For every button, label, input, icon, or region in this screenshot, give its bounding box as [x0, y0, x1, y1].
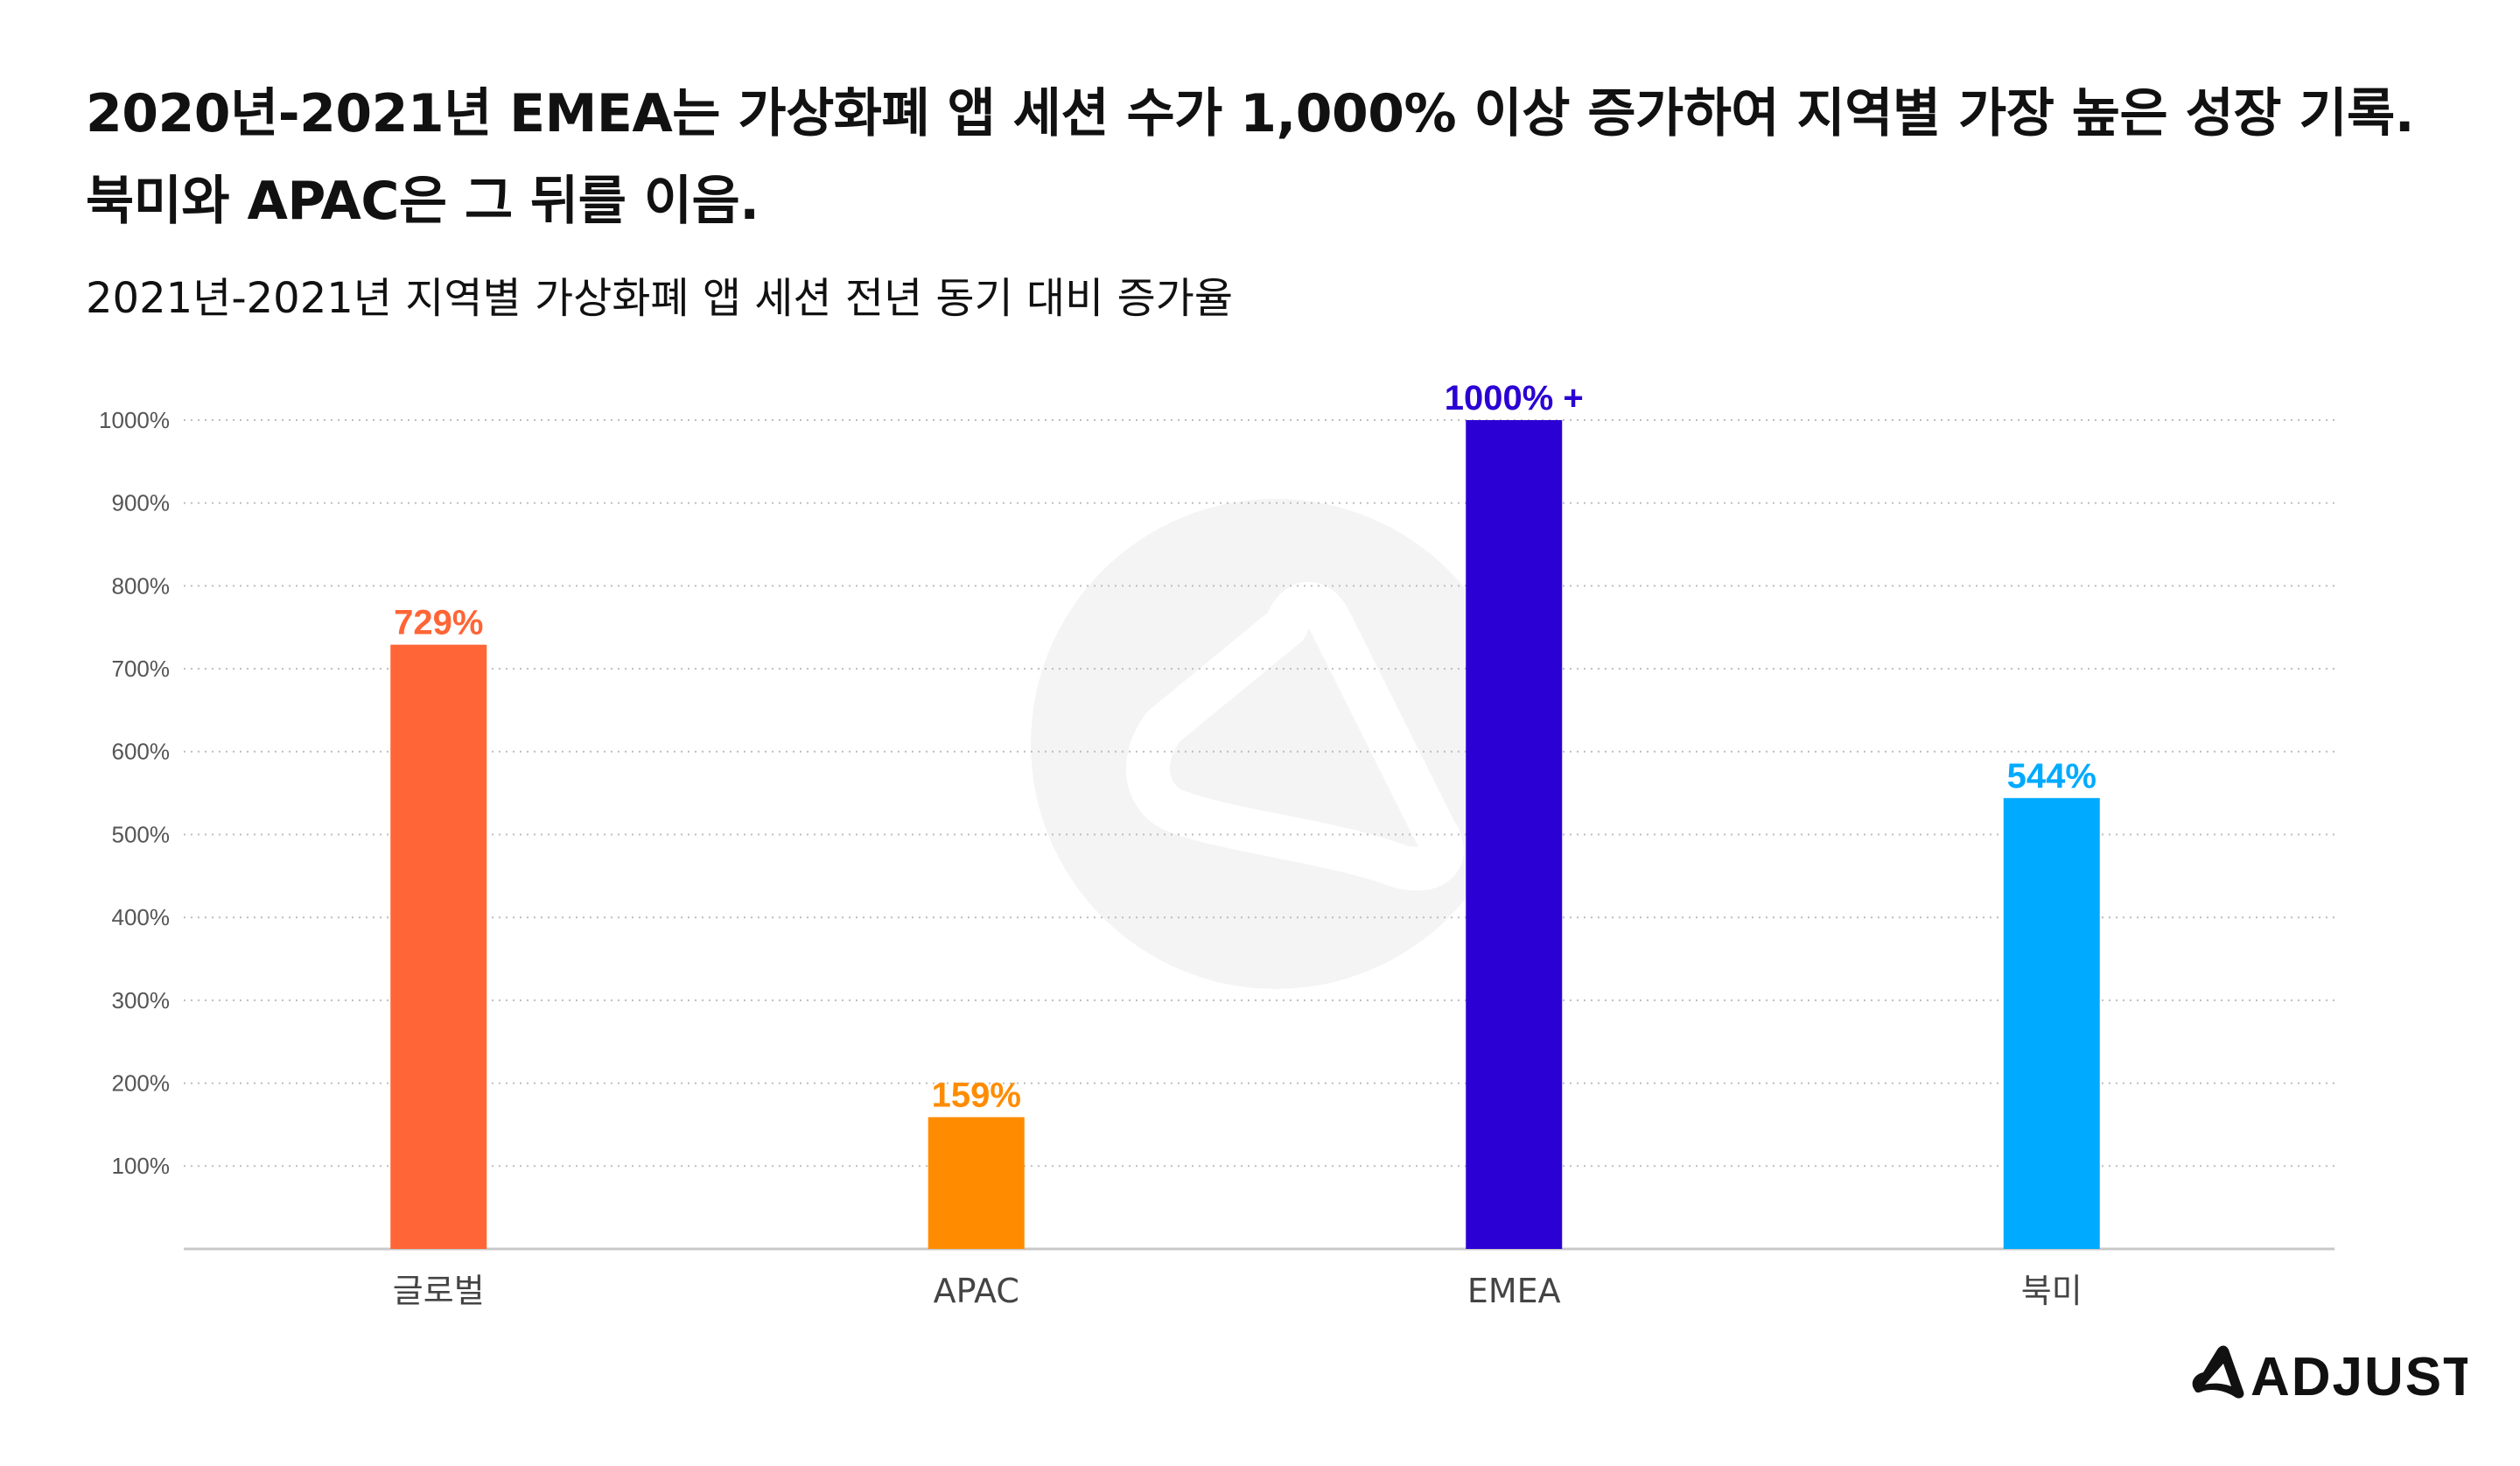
- bar-value-label: 729%: [394, 604, 483, 642]
- y-tick-label: 900%: [112, 490, 171, 516]
- x-tick-label: 글로벌: [393, 1272, 485, 1310]
- chart-headline: 2020년-2021년 EMEA는 가상화폐 앱 세션 수가 1,000% 이상…: [86, 70, 2448, 245]
- bar-value-label: 544%: [2007, 757, 2096, 796]
- y-tick-label: 200%: [112, 1070, 171, 1096]
- x-tick-label: APAC: [934, 1272, 1019, 1310]
- adjust-logo-text: ADJUST: [2250, 1347, 2468, 1407]
- bar: [2003, 797, 2100, 1249]
- headline-line-2: 북미와 APAC은 그 뒤를 이음.: [86, 171, 760, 232]
- adjust-logo-icon: [2192, 1345, 2244, 1399]
- bar: [1466, 420, 1563, 1249]
- y-tick-label: 300%: [112, 987, 171, 1014]
- adjust-logo: ADJUST: [2192, 1345, 2468, 1407]
- watermark-logo: [1031, 499, 1521, 989]
- chart-title: 2021년-2021년 지역별 가상화폐 앱 세션 전년 동기 대비 증가율: [86, 274, 1234, 323]
- bar-value-label: 1000% +: [1445, 379, 1584, 417]
- y-axis-tick-labels: 100% 200% 300% 400% 500% 600% 700% 800% 900% 1000…: [99, 407, 170, 1179]
- y-tick-label: 100%: [112, 1153, 171, 1179]
- y-tick-label: 700%: [112, 656, 171, 682]
- x-axis-category-labels: 글로벌 APAC EMEA 북미: [393, 1272, 2082, 1310]
- x-tick-label: 북미: [2021, 1272, 2082, 1310]
- x-tick-label: EMEA: [1467, 1272, 1561, 1310]
- bar: [390, 644, 487, 1249]
- bar-value-labels: 729% 159% 1000% + 544%: [394, 379, 2096, 1114]
- bars: [390, 420, 2100, 1249]
- bar-value-label: 159%: [932, 1076, 1021, 1114]
- y-tick-label: 400%: [112, 904, 171, 930]
- y-tick-label: 500%: [112, 821, 171, 847]
- headline-line-1: 2020년-2021년 EMEA는 가상화폐 앱 세션 수가 1,000% 이상…: [86, 83, 2415, 144]
- y-tick-label: 800%: [112, 572, 171, 599]
- bar: [928, 1117, 1025, 1249]
- y-tick-label: 1000%: [99, 407, 170, 433]
- gridlines: [184, 419, 2334, 1168]
- y-tick-label: 600%: [112, 739, 171, 765]
